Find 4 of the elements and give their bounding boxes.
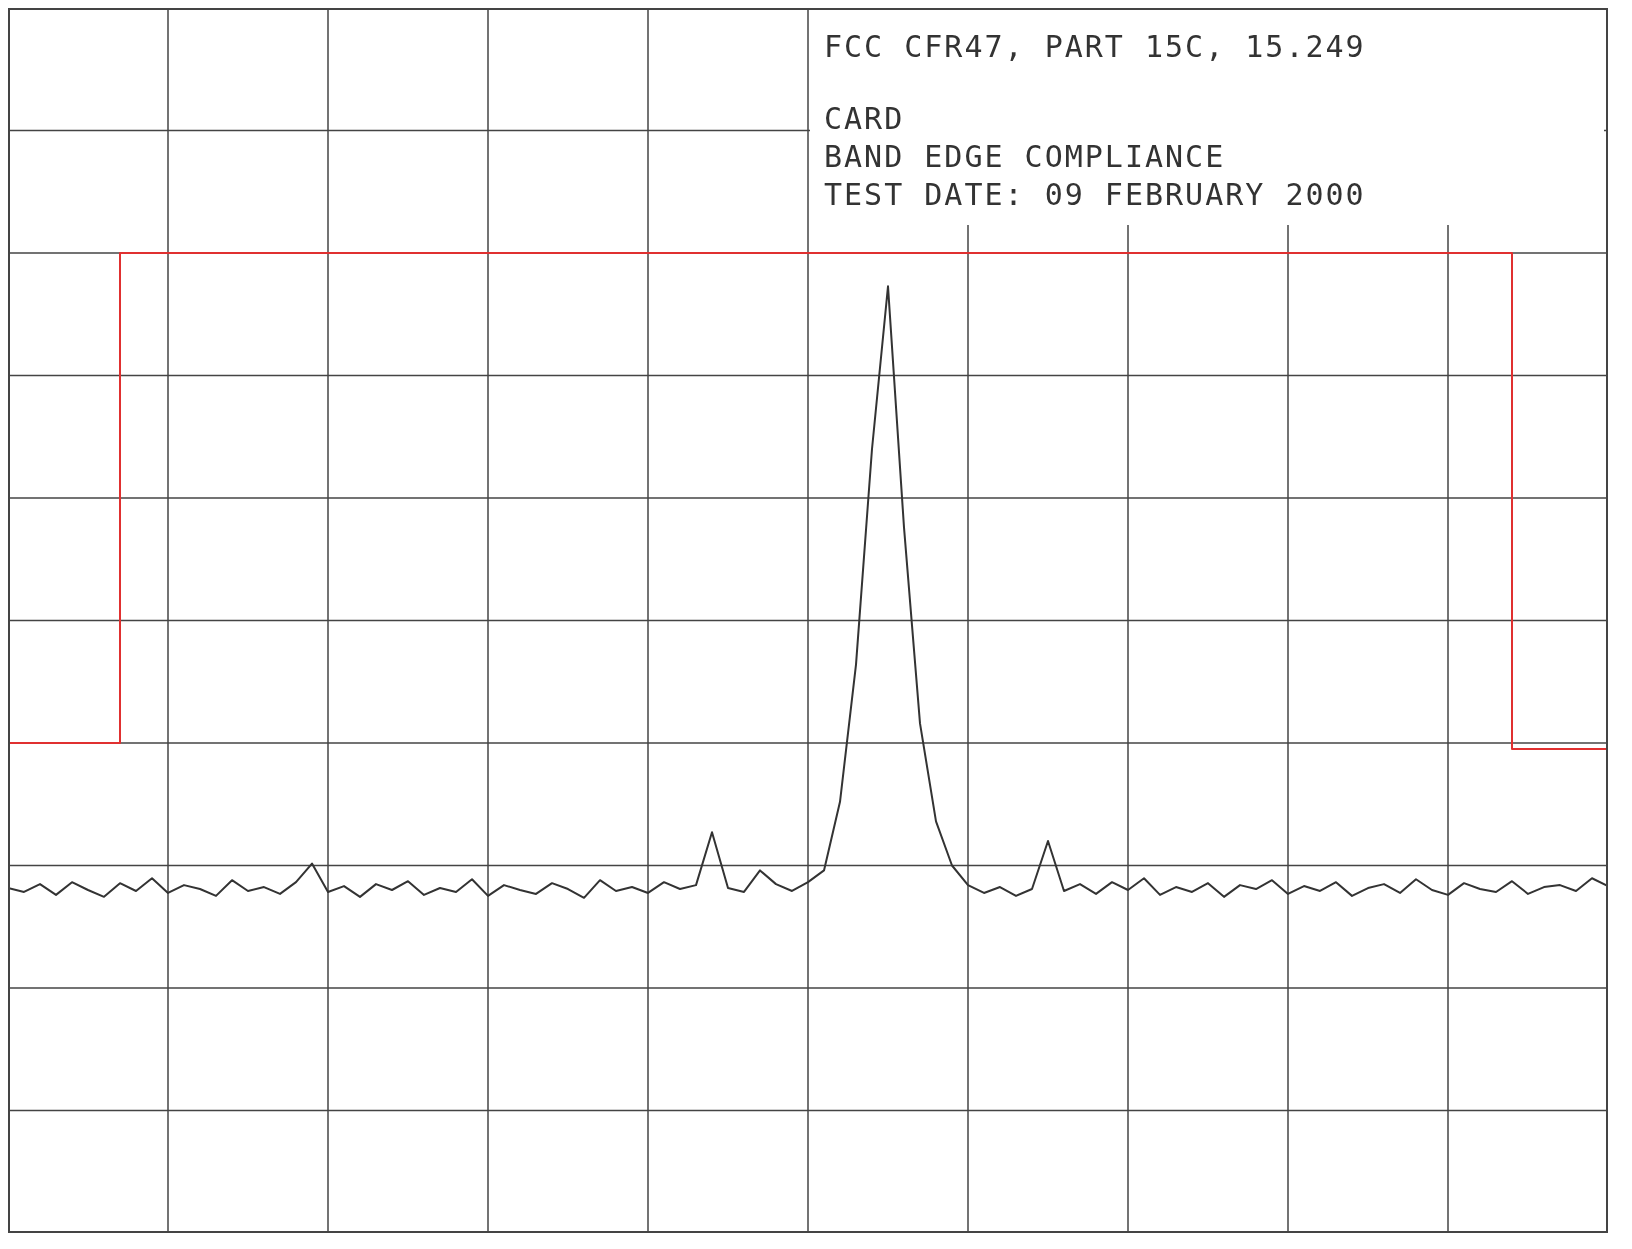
text: TEST DATE: 09 FEBRUARY 2000 bbox=[824, 176, 1367, 214]
text: CARD bbox=[824, 100, 906, 138]
text: FCC CFR47, PART 15C, 15.249 bbox=[824, 28, 1367, 66]
text: BAND EDGE COMPLIANCE bbox=[824, 138, 1227, 176]
